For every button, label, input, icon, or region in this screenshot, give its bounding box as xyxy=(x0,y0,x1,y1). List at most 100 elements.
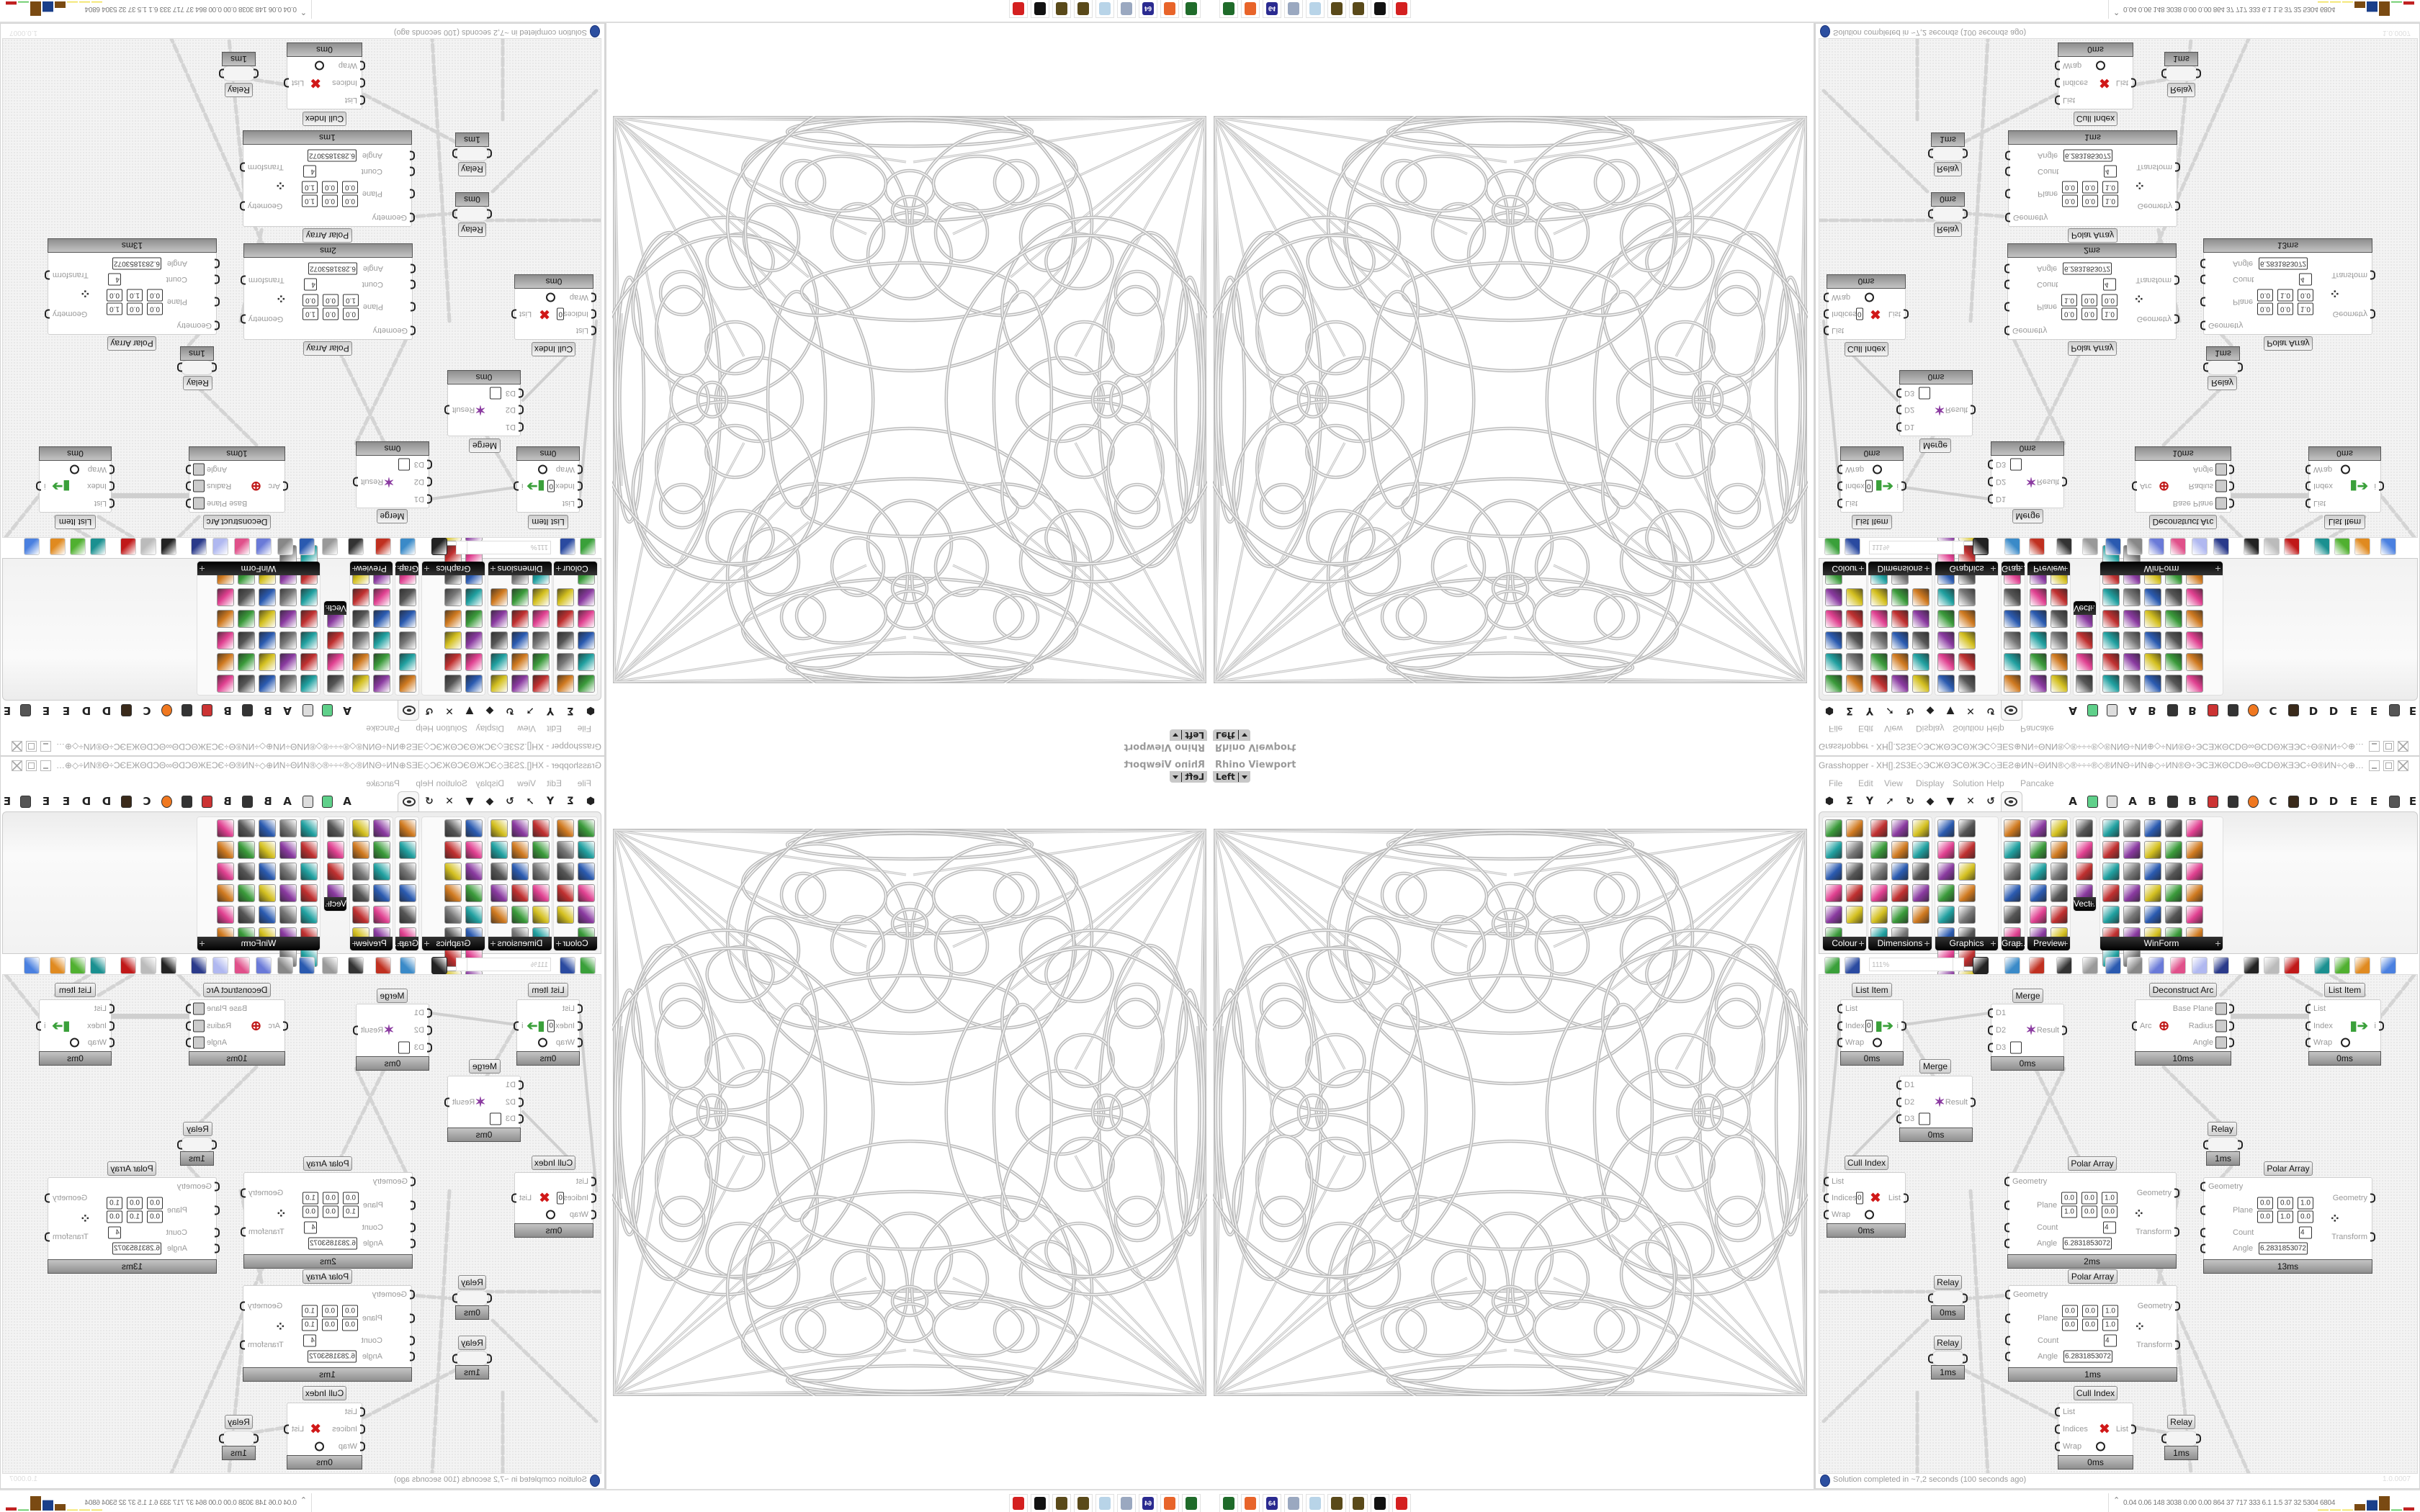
viewport-3d-geometry[interactable] xyxy=(612,829,1207,1396)
menu-help[interactable]: Help xyxy=(1986,724,2004,734)
input-port[interactable] xyxy=(212,363,217,372)
polar-array-component-title[interactable]: Polar Array xyxy=(2264,336,2313,351)
red-gem-icon[interactable] xyxy=(2284,957,2300,974)
hsl-icon[interactable] xyxy=(557,631,574,649)
camera-preview-icon[interactable] xyxy=(352,819,369,837)
spectrum-icon[interactable] xyxy=(1846,841,1863,859)
input-port-d3[interactable] xyxy=(519,388,524,398)
gradient-legend-icon[interactable] xyxy=(399,841,416,859)
vertical-slider-icon[interactable] xyxy=(217,906,234,924)
plane-z-field[interactable]: 0.0 xyxy=(2102,294,2118,307)
letter-d-tab-icon[interactable]: D xyxy=(81,795,91,808)
relay-component[interactable] xyxy=(452,1290,492,1306)
colour-box-icon[interactable] xyxy=(578,653,595,671)
list-box-icon[interactable] xyxy=(279,675,297,693)
grid-mesh-icon[interactable] xyxy=(1870,610,1888,628)
expand-icon[interactable] xyxy=(1859,566,1864,571)
intersect-tab-icon[interactable]: ✕ xyxy=(445,705,454,716)
wrap-toggle[interactable] xyxy=(1873,1038,1882,1048)
relay-component[interactable] xyxy=(219,1431,259,1446)
puzzle-tab-icon[interactable] xyxy=(2105,703,2118,718)
radius-dimension-icon[interactable] xyxy=(511,588,529,606)
output-port[interactable] xyxy=(1963,1354,1968,1363)
maths-tab-icon[interactable]: Σ xyxy=(567,796,574,807)
flatten-toggle-icon[interactable] xyxy=(193,1036,205,1049)
plane-origin-field[interactable]: 0.0 xyxy=(2081,307,2097,320)
plane-z-field[interactable]: 0.0 xyxy=(2062,1318,2078,1331)
plane-z-field[interactable]: 1.0 xyxy=(302,1318,318,1331)
user-widget-icon[interactable] xyxy=(2123,610,2141,628)
letter-b-tab-icon[interactable]: B xyxy=(2188,795,2197,808)
blue-hex-icon[interactable] xyxy=(2380,957,2396,974)
ribbon-group-label[interactable]: Grap... xyxy=(395,937,418,950)
orange-circle-tab-icon[interactable] xyxy=(2246,703,2259,718)
colour-wheel-icon[interactable] xyxy=(1825,675,1842,693)
ribbon-group-label[interactable]: Colour xyxy=(1823,562,1866,575)
plane-z-field[interactable]: 0.0 xyxy=(2298,1210,2313,1223)
index-value[interactable]: 0 xyxy=(1856,1192,1863,1205)
input-port[interactable] xyxy=(487,149,492,158)
hatch-green-icon[interactable] xyxy=(2123,653,2141,671)
output-port[interactable] xyxy=(1963,209,1968,219)
expand-icon[interactable] xyxy=(398,566,403,571)
list-item-component-title[interactable]: List Item xyxy=(55,515,96,529)
output-port[interactable] xyxy=(219,1434,224,1444)
output-port-result[interactable] xyxy=(444,1097,449,1107)
minimize-button[interactable] xyxy=(40,760,51,771)
letter-c-tab-icon[interactable]: C xyxy=(143,704,151,717)
label-button-icon[interactable] xyxy=(238,675,255,693)
menu-view[interactable]: View xyxy=(517,778,536,788)
merge-component-title[interactable]: Merge xyxy=(469,1059,501,1074)
colour-cube-icon[interactable] xyxy=(1825,863,1842,881)
line-chart-icon[interactable] xyxy=(217,675,234,693)
letter-c-tab-icon[interactable]: C xyxy=(143,795,151,808)
email-icon[interactable] xyxy=(2082,957,2098,974)
ribbon-group-label[interactable]: WinForm xyxy=(2100,562,2223,575)
letter-a-tab-icon[interactable]: A xyxy=(343,795,351,808)
empty-input-slot[interactable] xyxy=(398,1041,410,1054)
panel-layout-icon[interactable] xyxy=(279,631,297,649)
relay-component-title[interactable]: Relay xyxy=(458,1336,486,1350)
list-item-component-title[interactable]: List Item xyxy=(2324,983,2365,997)
chevron-down-icon[interactable] xyxy=(457,958,467,971)
input-port-plane[interactable] xyxy=(2005,1313,2010,1323)
cull-index-component-title[interactable]: Cull Index xyxy=(2074,1386,2118,1400)
vector-path-icon[interactable] xyxy=(2076,841,2093,859)
input-port-geometry[interactable] xyxy=(411,325,416,336)
input-port-index[interactable] xyxy=(109,1021,115,1030)
dark-circle-icon[interactable] xyxy=(465,819,483,837)
deconstruct-arc-component-title[interactable]: Deconstruct Arc xyxy=(2149,983,2217,997)
save-icon[interactable] xyxy=(560,538,575,555)
image-trees-icon[interactable] xyxy=(2186,863,2203,881)
slider-track-icon[interactable] xyxy=(259,653,276,671)
letter-a-tab-icon[interactable]: A xyxy=(2128,704,2137,717)
output-port-result[interactable] xyxy=(444,405,449,415)
input-port-d1[interactable] xyxy=(1896,1080,1901,1090)
input-port-d1[interactable] xyxy=(1988,494,1993,504)
plane-z-field[interactable]: 0.0 xyxy=(147,289,163,302)
input-port-count[interactable] xyxy=(2200,274,2205,284)
letter-e-tab-icon[interactable]: E xyxy=(2370,795,2378,808)
cull-index-component-title[interactable]: Cull Index xyxy=(1845,342,1888,356)
input-port-wrap[interactable] xyxy=(1824,292,1829,302)
count-value[interactable]: 4 xyxy=(108,273,121,286)
input-port-index[interactable] xyxy=(109,482,115,491)
slider-track-icon[interactable] xyxy=(2144,841,2161,859)
polar-array-component-title[interactable]: Polar Array xyxy=(2264,1161,2313,1176)
line-draw-icon[interactable] xyxy=(1891,841,1909,859)
slider-handle-icon[interactable] xyxy=(2165,653,2182,671)
menu-pancake[interactable]: Pancake xyxy=(366,778,400,788)
angle-value[interactable]: 6.2831853072 xyxy=(308,1350,357,1363)
input-port-wrap[interactable] xyxy=(2305,1038,2311,1048)
new-file-icon[interactable] xyxy=(1824,957,1840,974)
taskbar-app-button[interactable] xyxy=(1327,0,1346,18)
red-arrows-icon[interactable] xyxy=(2076,631,2093,649)
input-port-d3[interactable] xyxy=(1896,388,1901,398)
merge-component[interactable]: D1 D2 D3 Result ✶ xyxy=(444,384,524,436)
output-port-transform[interactable] xyxy=(2174,1227,2179,1237)
taskbar-app-button[interactable] xyxy=(1182,1494,1201,1512)
input-port-d3[interactable] xyxy=(1988,1043,1993,1053)
list-item-component[interactable]: List Index 0 Wrap i ▮➔ xyxy=(1837,999,1906,1052)
expand-icon[interactable] xyxy=(556,941,561,946)
plane-origin-field[interactable]: 1.0 xyxy=(2298,302,2313,315)
